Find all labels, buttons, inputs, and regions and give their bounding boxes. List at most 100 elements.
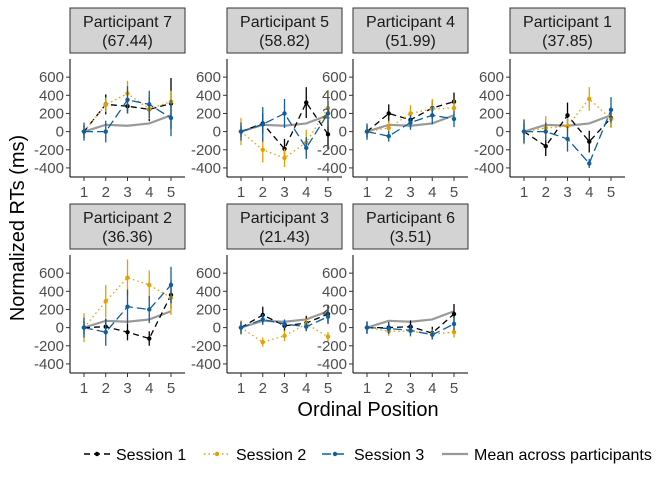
data-point [587, 139, 592, 144]
series-line [523, 97, 612, 133]
facet-label: Participant 5 [240, 14, 329, 31]
x-tick-label: 3 [123, 184, 131, 201]
data-point [608, 107, 614, 113]
facet-value: (21.43) [259, 229, 310, 246]
series-line [366, 107, 455, 133]
legend-label: Session 2 [236, 447, 306, 464]
x-tick-label: 4 [145, 184, 153, 201]
y-tick-label: 600 [196, 265, 221, 282]
data-point [364, 129, 370, 134]
x-tick-label: 5 [167, 380, 175, 397]
y-tick-label: -400 [474, 160, 504, 177]
y-tick-label: -200 [191, 142, 221, 159]
y-tick-label: 600 [479, 69, 504, 86]
legend-label: Mean across participants [474, 447, 652, 464]
series-line [366, 326, 455, 335]
y-tick-label: -200 [317, 142, 347, 159]
facet-strip [352, 203, 469, 250]
data-point [260, 317, 265, 322]
series-line [83, 276, 172, 329]
y-tick-label: -200 [34, 142, 64, 159]
y-tick-label: 400 [39, 283, 64, 300]
data-point [451, 105, 457, 111]
facet-strip [69, 203, 186, 250]
y-tick-label: 400 [322, 283, 347, 300]
data-point [282, 155, 287, 161]
x-tick-label: 3 [563, 184, 571, 201]
y-tick-label: 0 [213, 124, 221, 141]
x-tick-label: 4 [585, 184, 593, 201]
legend: Session 1 Session 2 Session 3 Mean across p… [84, 447, 652, 464]
x-tick-label: 3 [123, 380, 131, 397]
y-tick-label: 200 [196, 105, 221, 122]
series-line [240, 323, 329, 343]
facet-strip [352, 7, 469, 54]
y-tick-label: -200 [317, 338, 347, 355]
x-tick-label: 1 [80, 380, 88, 397]
data-point [260, 339, 265, 345]
data-point [103, 102, 108, 108]
data-point [260, 147, 265, 152]
data-point [125, 275, 130, 280]
y-tick-label: 0 [339, 320, 347, 337]
facet-label: Participant 1 [523, 14, 612, 31]
x-tick-label: 3 [406, 380, 414, 397]
data-point [430, 113, 435, 118]
data-point [587, 96, 592, 102]
facet-strip [509, 7, 626, 54]
data-point [364, 325, 370, 330]
data-point [325, 314, 331, 319]
legend-key-point [94, 451, 100, 457]
x-tick-label: 1 [80, 184, 88, 201]
data-point [125, 97, 130, 103]
data-point [325, 111, 331, 116]
x-tick-label: 4 [428, 380, 436, 397]
x-tick-label: 5 [450, 184, 458, 201]
y-tick-label: 600 [322, 265, 347, 282]
x-tick-label: 4 [145, 380, 153, 397]
y-tick-label: 0 [213, 320, 221, 337]
x-tick-label: 1 [363, 184, 371, 201]
data-point [386, 326, 391, 331]
y-tick-label: 200 [39, 301, 64, 318]
y-tick-label: -400 [34, 356, 64, 373]
y-tick-label: -200 [34, 338, 64, 355]
data-point [386, 111, 391, 116]
y-tick-label: 600 [322, 69, 347, 86]
x-tick-label: 3 [280, 380, 288, 397]
data-point [282, 111, 287, 116]
facet-label: Participant 6 [366, 210, 455, 227]
x-tick-label: 2 [259, 380, 267, 397]
data-point [103, 299, 108, 304]
data-point [81, 325, 87, 330]
y-tick-label: 400 [196, 283, 221, 300]
facet-label: Participant 3 [240, 210, 329, 227]
data-point [168, 115, 174, 121]
facet-value: (36.36) [102, 229, 153, 246]
facet-label: Participant 4 [366, 14, 455, 31]
x-tick-label: 4 [428, 184, 436, 201]
x-tick-label: 5 [324, 184, 332, 201]
x-tick-label: 2 [385, 184, 393, 201]
x-tick-label: 2 [259, 184, 267, 201]
data-point [238, 129, 244, 134]
x-tick-label: 4 [302, 184, 310, 201]
data-point [304, 100, 309, 105]
data-point [451, 329, 457, 335]
data-point [304, 145, 309, 151]
data-point [125, 329, 130, 335]
x-tick-label: 1 [237, 380, 245, 397]
data-point [260, 122, 265, 127]
y-tick-label: 0 [56, 320, 64, 337]
y-tick-label: 200 [39, 105, 64, 122]
y-tick-label: 200 [479, 105, 504, 122]
x-tick-label: 3 [280, 184, 288, 201]
y-tick-label: 400 [322, 87, 347, 104]
